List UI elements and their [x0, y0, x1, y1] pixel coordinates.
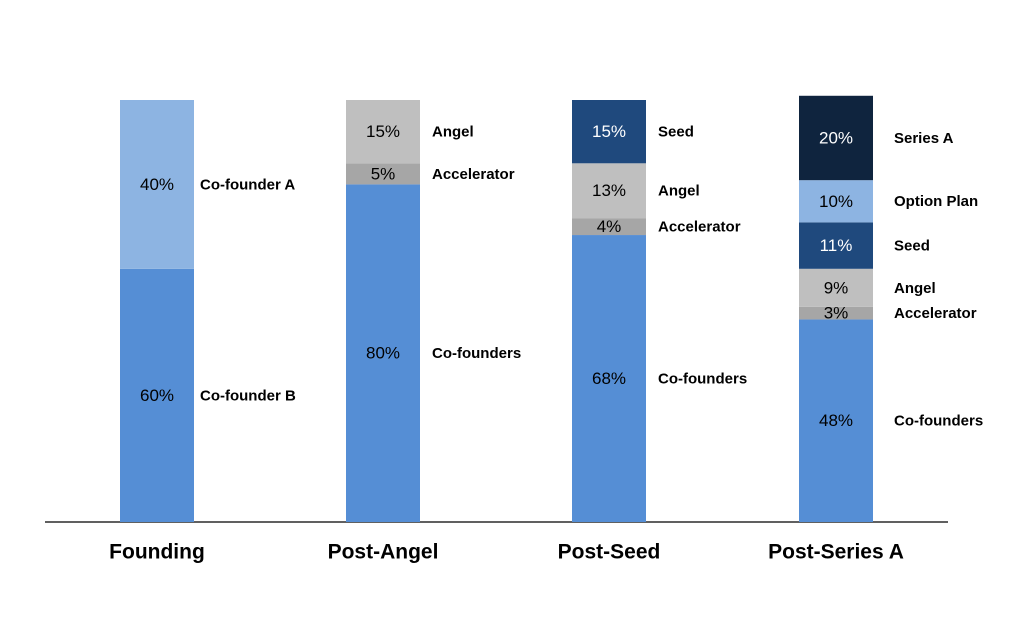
x-tick-label: Founding — [109, 541, 205, 564]
value-label: 10% — [819, 192, 853, 211]
bar-segment — [799, 319, 873, 522]
segment-label: Accelerator — [894, 305, 977, 322]
segment-label: Accelerator — [658, 219, 741, 236]
bar-segment — [799, 180, 873, 223]
x-tick-label: Post-Angel — [328, 541, 439, 564]
bar-segment — [572, 100, 646, 164]
value-label: 15% — [592, 122, 626, 141]
value-label: 20% — [819, 128, 853, 147]
bar-segment — [572, 235, 646, 523]
value-label: 80% — [366, 344, 400, 363]
bar-segment — [120, 268, 194, 522]
segment-label: Co-founder A — [200, 176, 295, 193]
value-label: 11% — [820, 236, 853, 255]
value-label: 15% — [366, 122, 400, 141]
segment-label: Seed — [894, 238, 930, 255]
value-label: 48% — [819, 411, 853, 430]
x-tick-label: Post-Series A — [768, 541, 904, 564]
value-label: 3% — [824, 304, 849, 323]
segment-label: Seed — [658, 124, 694, 141]
segment-label: Co-founders — [894, 413, 983, 430]
bar-segment — [572, 218, 646, 236]
segment-label: Angel — [894, 280, 936, 297]
segment-label: Co-founders — [658, 370, 747, 387]
bar-segment — [120, 100, 194, 269]
value-label: 13% — [592, 181, 626, 200]
bar-segment — [346, 100, 420, 164]
bar-segment — [799, 268, 873, 307]
bar-segment — [572, 163, 646, 219]
value-label: 60% — [140, 386, 174, 405]
bar-segment — [346, 163, 420, 185]
value-label: 40% — [140, 175, 174, 194]
segment-label: Angel — [432, 124, 474, 141]
segment-label: Co-founders — [432, 345, 521, 362]
value-label: 4% — [597, 217, 622, 236]
bar-segment — [799, 306, 873, 320]
value-label: 9% — [824, 278, 849, 297]
segment-label: Option Plan — [894, 193, 978, 210]
bar-segment — [799, 222, 873, 269]
value-label: 5% — [371, 164, 396, 183]
segment-label: Series A — [894, 130, 954, 147]
bar-segment — [799, 95, 873, 181]
x-tick-label: Post-Seed — [558, 541, 661, 564]
segment-label: Angel — [658, 183, 700, 200]
bar-segment — [346, 184, 420, 522]
segment-label: Co-founder B — [200, 387, 296, 404]
segment-label: Accelerator — [432, 166, 515, 183]
value-label: 68% — [592, 369, 626, 388]
